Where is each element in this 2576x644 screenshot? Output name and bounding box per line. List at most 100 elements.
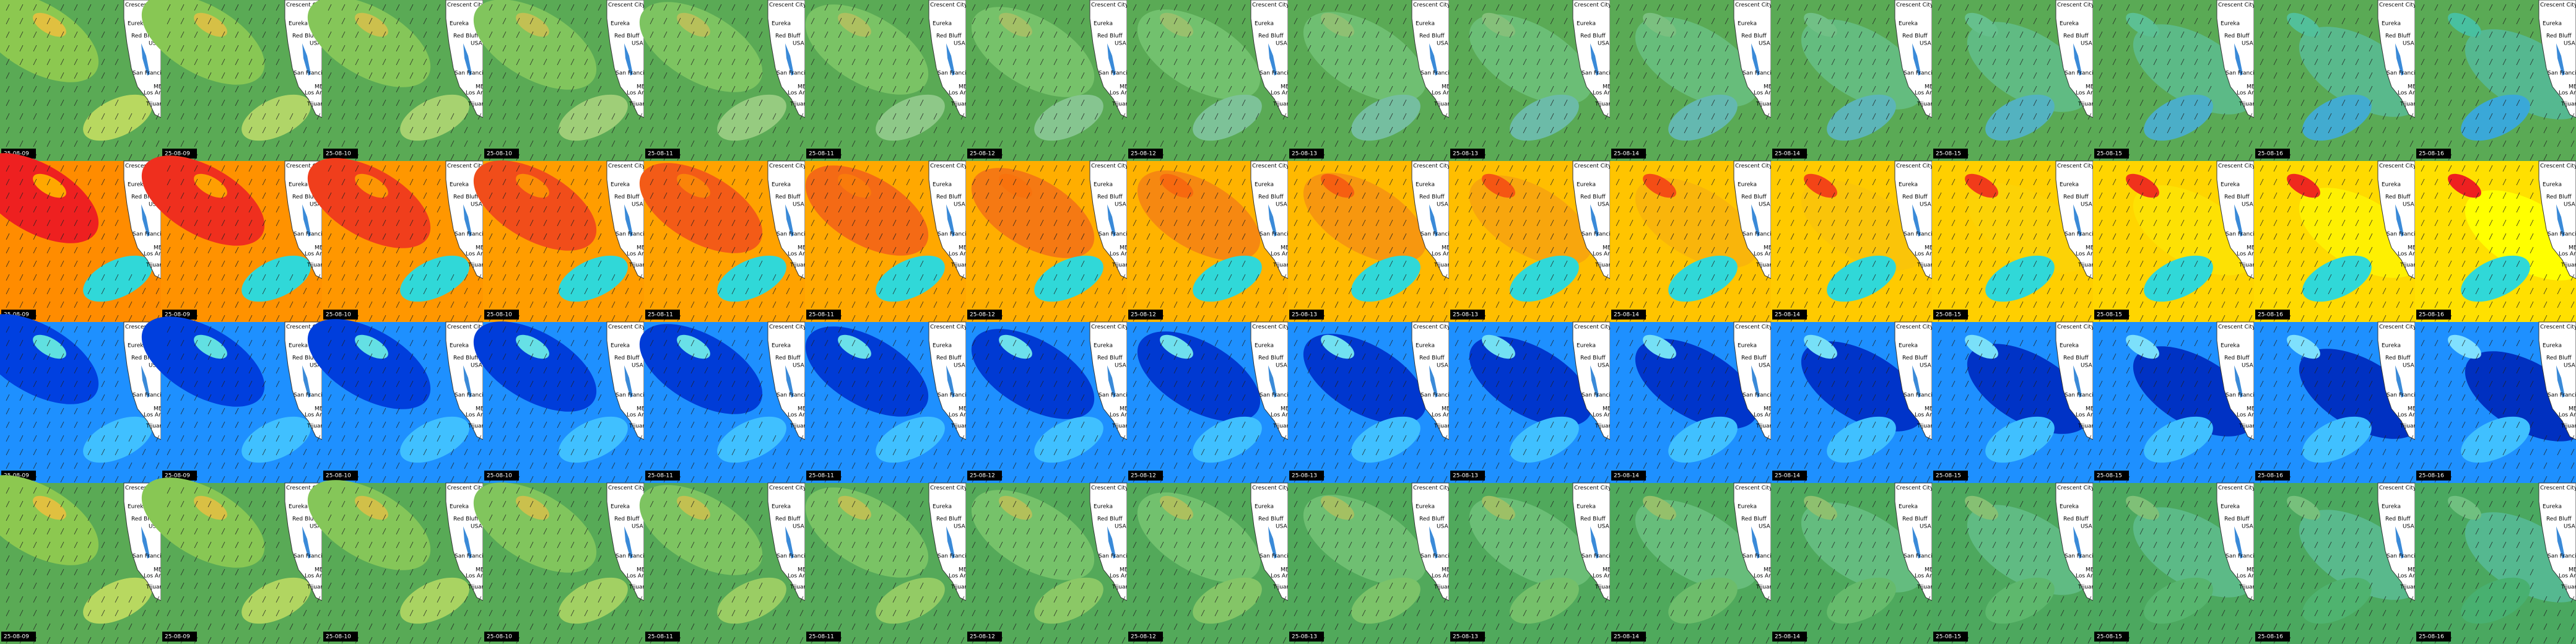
wind-arrow (382, 58, 386, 66)
wind-arrow (1684, 113, 1688, 120)
wind-arrow (1468, 72, 1473, 79)
wind-arrow (1495, 4, 1500, 11)
wind-arrow (1845, 126, 1849, 134)
wind-arrow (1591, 126, 1595, 134)
wind-arrow (1081, 72, 1085, 79)
wind-arrow (1951, 4, 1956, 11)
wind-arrow (1670, 99, 1674, 107)
wind-arrow (1026, 31, 1030, 38)
wind-arrow (584, 154, 588, 161)
wind-arrow (1430, 154, 1434, 161)
wind-arrow (502, 4, 507, 11)
wind-arrow (33, 31, 37, 38)
wind-arrow (1067, 4, 1071, 11)
wind-arrow (892, 17, 897, 25)
wind-arrow (1482, 31, 1486, 38)
map-label: San Francisco (777, 71, 815, 77)
wind-arrow (477, 113, 482, 120)
wind-arrow (1201, 45, 1205, 52)
wind-arrow (1455, 31, 1459, 38)
wind-arrow (1348, 113, 1352, 120)
wind-arrow (584, 31, 588, 38)
wind-arrow (2006, 4, 2010, 11)
wind-arrow (851, 126, 856, 134)
wind-arrow (1845, 45, 1849, 52)
wind-arrow (1523, 31, 1527, 38)
wind-arrow (650, 4, 654, 11)
wind-arrow (1656, 99, 1661, 107)
wind-arrow (838, 45, 842, 52)
wind-arrow (1804, 113, 1808, 120)
wind-arrow (1536, 85, 1541, 93)
wind-arrow (879, 126, 883, 134)
wind-arrow (60, 99, 64, 107)
wind-arrow (1711, 17, 1715, 25)
wind-arrow (1752, 140, 1756, 147)
wind-arrow (1536, 140, 1541, 147)
wind-arrow (1026, 17, 1030, 25)
wind-arrow (464, 113, 468, 120)
wind-arrow (1160, 113, 1164, 120)
wind-arrow (1495, 126, 1500, 134)
wind-arrow (115, 31, 119, 38)
wind-arrow (745, 58, 749, 66)
wind-arrow (1482, 17, 1486, 25)
wind-arrow (33, 72, 37, 79)
wind-arrow (489, 58, 493, 66)
wind-arrow (1242, 58, 1246, 66)
map-label: Crescent City (769, 2, 807, 9)
wind-arrow (450, 126, 455, 134)
wind-arrow (46, 17, 51, 25)
wind-arrow (1777, 31, 1781, 38)
wind-arrow (101, 154, 105, 161)
wind-arrow (650, 113, 654, 120)
wind-arrow (1872, 17, 1876, 25)
wind-arrow (1604, 126, 1609, 134)
wind-arrow (115, 154, 119, 161)
map-label: Tijuana (951, 102, 972, 108)
wind-arrow (745, 45, 749, 52)
map-label: Eureka (2543, 182, 2562, 188)
wind-arrow (396, 72, 400, 79)
wind-arrow (1081, 58, 1085, 66)
map-label: Crescent City (2540, 2, 2576, 9)
wind-arrow (19, 140, 24, 147)
wind-arrow (74, 99, 78, 107)
wind-arrow (1214, 17, 1219, 25)
wind-arrow (1482, 126, 1486, 134)
wind-arrow (87, 72, 92, 79)
wind-arrow (584, 17, 588, 25)
wind-arrow (570, 45, 575, 52)
wind-arrow (972, 45, 976, 52)
map-label: Tijuana (1273, 102, 1294, 108)
wind-arrow (1804, 58, 1808, 66)
wind-arrow (341, 72, 346, 79)
wind-arrow (87, 45, 92, 52)
map-label: Red Bluff (1258, 33, 1284, 40)
wind-arrow (704, 4, 708, 11)
wind-arrow (1697, 58, 1702, 66)
wind-arrow (1886, 113, 1890, 120)
date-label: 25-08-10 (487, 312, 512, 318)
wind-arrow (1201, 58, 1205, 66)
map-label: Tijuana (1917, 102, 1938, 108)
wind-arrow (838, 58, 842, 66)
wind-arrow (1817, 45, 1822, 52)
wind-arrow (167, 140, 171, 147)
wind-arrow (328, 58, 332, 66)
lake (624, 43, 633, 76)
wind-arrow (972, 17, 976, 25)
wind-arrow (516, 72, 520, 79)
wind-arrow (276, 85, 280, 93)
wind-arrow (920, 58, 924, 66)
wind-arrow (1738, 140, 1743, 147)
wind-arrow (1094, 154, 1099, 161)
wind-arrow (650, 45, 654, 52)
wind-arrow (1468, 126, 1473, 134)
wind-arrow (1067, 113, 1071, 120)
wind-arrow (1455, 45, 1459, 52)
